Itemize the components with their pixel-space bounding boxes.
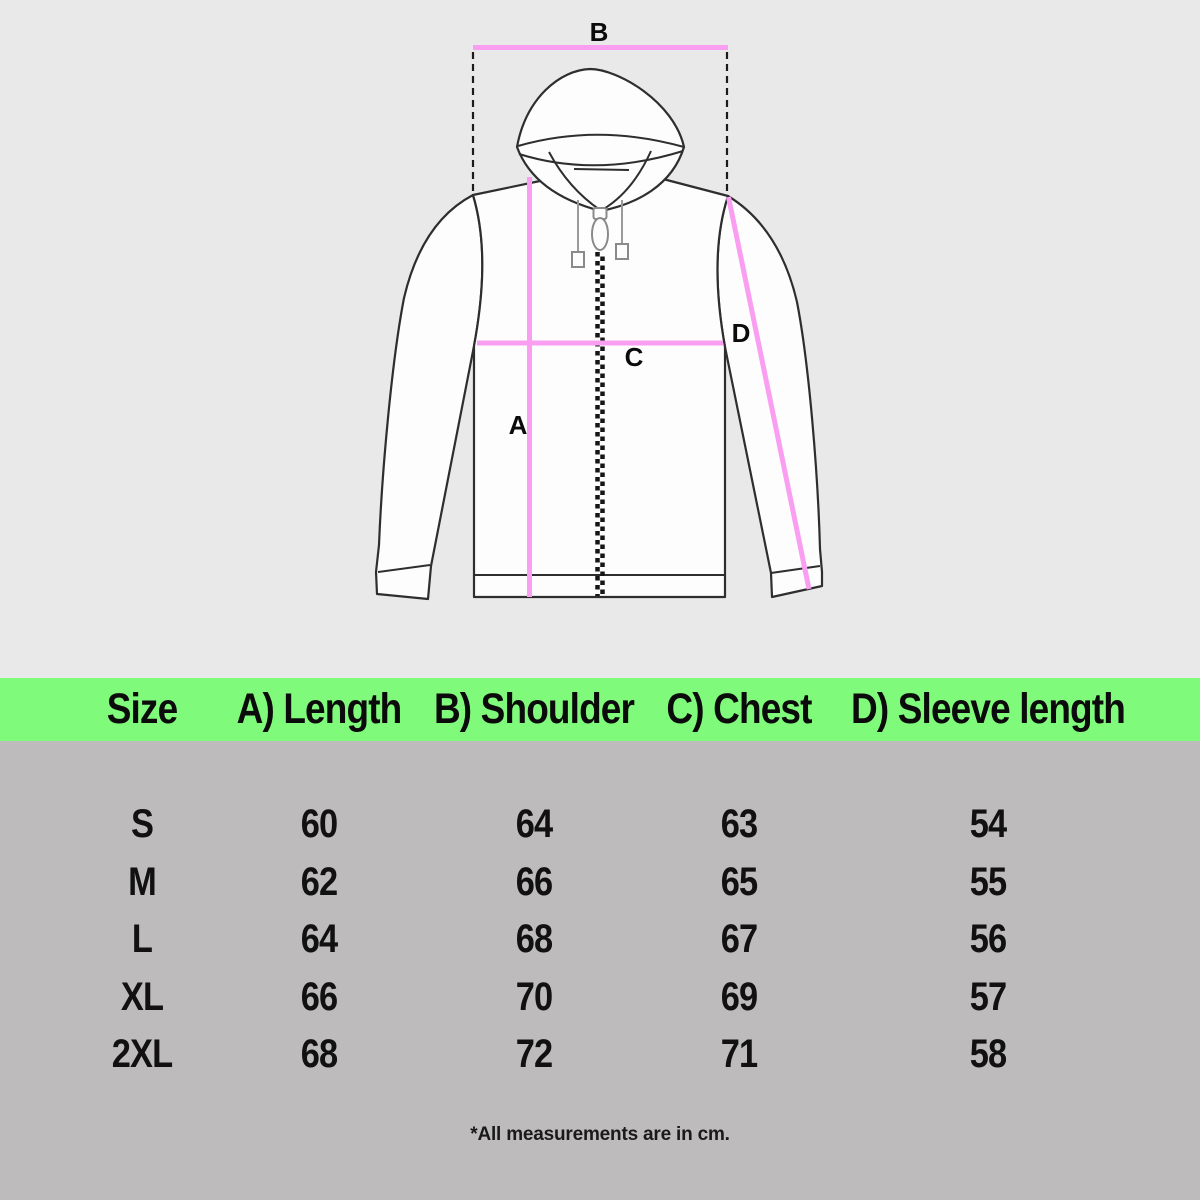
hood-opening-arc (517, 133, 685, 148)
header-size: Size (106, 685, 178, 733)
row-size: XL (120, 975, 164, 1019)
table-header-row: Size A) Length B) Shoulder C) Chest D) S… (0, 678, 1200, 741)
row-sleeve: 54 (969, 802, 1007, 846)
row-shoulder: 70 (515, 975, 553, 1019)
row-sleeve: 56 (969, 917, 1007, 961)
row-length: 60 (300, 802, 338, 846)
row-sleeve: 58 (969, 1032, 1007, 1076)
table-row: S 60 64 63 54 (0, 795, 1200, 853)
row-size: L (131, 917, 153, 961)
hood-collar-arc (518, 150, 684, 167)
row-length: 64 (300, 917, 338, 961)
left-cuff-seam (377, 564, 431, 573)
marker-c: C (625, 342, 644, 372)
table-row: 2XL 68 72 71 58 (0, 1025, 1200, 1083)
hood-v-right (601, 150, 652, 211)
row-size: M (128, 860, 157, 904)
header-sleeve: D) Sleeve length (851, 685, 1126, 733)
row-chest: 69 (720, 975, 758, 1019)
measurement-guides (471, 45, 812, 597)
drawstrings (571, 200, 629, 268)
sleeve-measure-line (726, 196, 812, 590)
table-row: XL 66 70 69 57 (0, 968, 1200, 1026)
left-aglet (571, 251, 585, 268)
hood-v-left (548, 151, 601, 211)
marker-d: D (732, 318, 751, 348)
row-shoulder: 72 (515, 1032, 553, 1076)
footnote: *All measurements are in cm. (470, 1124, 730, 1145)
row-size: 2XL (111, 1032, 173, 1076)
row-shoulder: 68 (515, 917, 553, 961)
right-aglet (615, 243, 629, 260)
size-table: S 60 64 63 54 M 62 66 65 55 L 64 68 67 5… (0, 741, 1200, 1200)
row-chest: 63 (720, 802, 758, 846)
row-length: 62 (300, 860, 338, 904)
hoodie-diagram: B A C D (374, 17, 824, 601)
header-chest: C) Chest (666, 685, 812, 733)
hoodie-drawing: B A C D (374, 17, 824, 601)
row-shoulder: 66 (515, 860, 553, 904)
zipper-pull (591, 217, 609, 251)
header-length: A) Length (236, 685, 403, 733)
row-chest: 65 (720, 860, 758, 904)
seam-lines (377, 564, 821, 576)
marker-a: A (509, 410, 528, 440)
left-sleeve (374, 193, 484, 601)
row-sleeve: 57 (969, 975, 1007, 1019)
row-length: 66 (300, 975, 338, 1019)
row-chest: 67 (720, 917, 758, 961)
table-row: M 62 66 65 55 (0, 853, 1200, 911)
right-cuff-seam (770, 565, 821, 574)
row-shoulder: 64 (515, 802, 553, 846)
row-length: 68 (300, 1032, 338, 1076)
header-shoulder: B) Shoulder (433, 685, 635, 733)
neck-line (573, 168, 630, 171)
hood-inner-lines (517, 133, 685, 211)
row-chest: 71 (720, 1032, 758, 1076)
row-sleeve: 55 (969, 860, 1007, 904)
table-row: L 64 68 67 56 (0, 910, 1200, 968)
marker-letters: B A C D (509, 17, 751, 440)
row-size: S (130, 802, 154, 846)
zipper (591, 207, 609, 596)
marker-b: B (590, 17, 609, 47)
